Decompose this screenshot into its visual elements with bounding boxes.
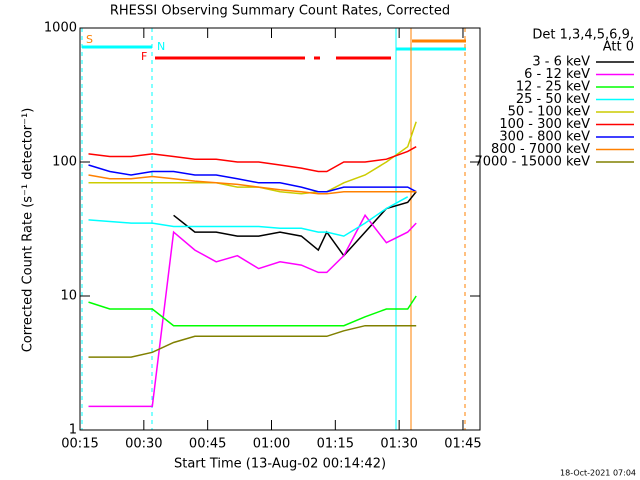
y-tick-label: 1: [69, 423, 77, 438]
annotation: S: [86, 33, 93, 46]
legend-label: 3 - 6 keV: [532, 55, 590, 70]
x-tick-label: 00:30: [125, 437, 162, 452]
x-tick-label: 01:45: [444, 437, 481, 452]
legend-label: 7000 - 15000 keV: [475, 155, 591, 170]
footer: 18-Oct-2021 07:04: [560, 469, 636, 478]
legend-label: 50 - 100 keV: [508, 105, 591, 120]
legend-title: Det 1,3,4,5,6,9,: [532, 28, 634, 43]
annotation: N: [157, 40, 165, 53]
legend-title: Att 0: [603, 40, 634, 55]
y-tick-label: 100: [52, 155, 77, 170]
legend-label: 800 - 7000 keV: [491, 142, 590, 157]
annotation: F: [141, 50, 147, 63]
legend-label: 100 - 300 keV: [499, 117, 590, 132]
y-axis-label: Corrected Count Rate (s⁻¹ detector⁻¹): [21, 108, 36, 353]
series-line: [88, 164, 417, 193]
x-tick-label: 01:30: [380, 437, 417, 452]
legend-label: 6 - 12 keV: [524, 67, 590, 82]
x-axis-label: Start Time (13-Aug-02 00:14:42): [174, 457, 386, 472]
series-line: [88, 146, 417, 173]
legend-label: 12 - 25 keV: [516, 80, 590, 95]
series-line: [88, 213, 417, 408]
x-tick-label: 01:15: [317, 437, 354, 452]
y-tick-label: 10: [60, 289, 77, 304]
series-line: [88, 196, 409, 237]
legend-label: 25 - 50 keV: [516, 92, 590, 107]
series-line: [88, 121, 417, 195]
series-line: [88, 324, 417, 358]
series-line: [88, 174, 417, 195]
x-tick-label: 00:45: [189, 437, 226, 452]
legend-label: 300 - 800 keV: [499, 130, 590, 145]
y-tick-label: 1000: [44, 21, 77, 36]
plot-frame: [79, 27, 481, 431]
x-tick-label: 01:00: [253, 437, 290, 452]
x-tick-label: 00:15: [61, 437, 98, 452]
chart-title: RHESSI Observing Summary Count Rates, Co…: [110, 4, 450, 19]
series-line: [88, 295, 417, 327]
series-line: [173, 191, 417, 257]
